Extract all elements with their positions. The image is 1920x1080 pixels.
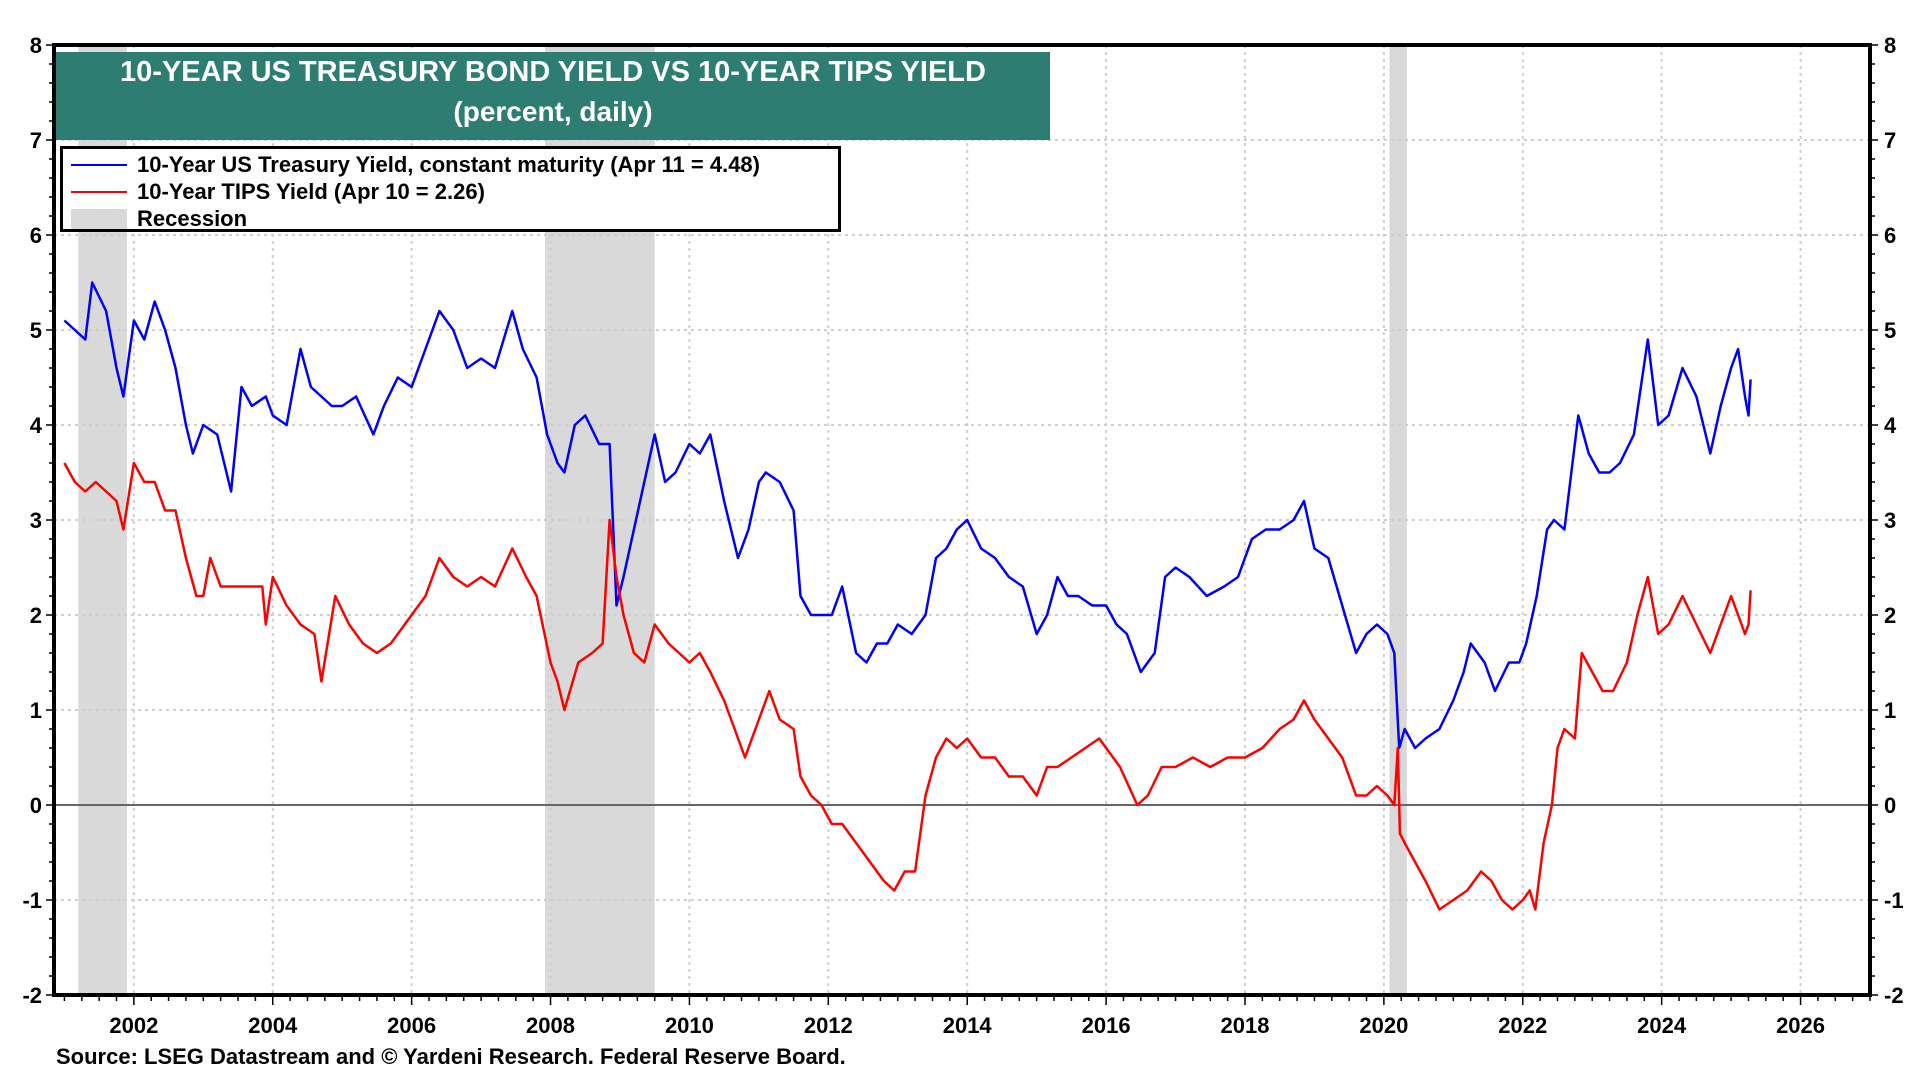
legend-item-treasury: 10-Year US Treasury Yield, constant matu… bbox=[63, 151, 838, 178]
x-tick-label: 2016 bbox=[1082, 1013, 1131, 1038]
series-line-tips bbox=[63, 461, 1752, 911]
y-tick-label-left: 4 bbox=[30, 413, 43, 438]
legend-item-tips: 10-Year TIPS Yield (Apr 10 = 2.26) bbox=[63, 178, 838, 205]
chart-subtitle: (percent, daily) bbox=[453, 96, 653, 127]
y-tick-label-left: 2 bbox=[30, 603, 42, 628]
x-tick-label: 2008 bbox=[526, 1013, 575, 1038]
x-tick-label: 2006 bbox=[387, 1013, 436, 1038]
y-tick-label-right: 5 bbox=[1884, 318, 1896, 343]
series-lines bbox=[63, 281, 1752, 911]
legend: 10-Year US Treasury Yield, constant matu… bbox=[60, 146, 841, 232]
y-tick-label-left: -2 bbox=[22, 983, 42, 1008]
chart-title-box: 10-YEAR US TREASURY BOND YIELD VS 10-YEA… bbox=[56, 52, 1050, 140]
y-tick-label-right: 6 bbox=[1884, 223, 1896, 248]
y-tick-label-right: -2 bbox=[1884, 983, 1904, 1008]
y-tick-label-right: 3 bbox=[1884, 508, 1896, 533]
x-tick-label: 2026 bbox=[1776, 1013, 1825, 1038]
y-tick-label-left: 0 bbox=[30, 793, 42, 818]
y-tick-label-left: 3 bbox=[30, 508, 42, 533]
y-tick-label-right: 1 bbox=[1884, 698, 1896, 723]
legend-swatch-tips bbox=[71, 190, 127, 193]
y-tick-label-left: 6 bbox=[30, 223, 42, 248]
legend-swatch-treasury bbox=[71, 163, 127, 166]
x-tick-label: 2020 bbox=[1359, 1013, 1408, 1038]
y-tick-label-right: 0 bbox=[1884, 793, 1896, 818]
x-tick-label: 2014 bbox=[943, 1013, 993, 1038]
series-line-treasury bbox=[63, 281, 1752, 750]
axes: -2 -2 -1 -1 0 0 1 1 2 2 3 3 4 4 5 5 6 6 7 7 8 8 2002 2004 2006 20… bbox=[22, 33, 1903, 1038]
x-tick-label: 2024 bbox=[1637, 1013, 1687, 1038]
source-note: Source: LSEG Datastream and © Yardeni Re… bbox=[56, 1044, 846, 1069]
x-tick-label: 2002 bbox=[109, 1013, 158, 1038]
legend-label-recession: Recession bbox=[137, 205, 248, 231]
legend-label-tips: 10-Year TIPS Yield (Apr 10 = 2.26) bbox=[137, 178, 485, 204]
chart-title: 10-YEAR US TREASURY BOND YIELD VS 10-YEA… bbox=[120, 56, 986, 88]
gridlines bbox=[54, 45, 1870, 995]
y-tick-label-right: 7 bbox=[1884, 128, 1896, 153]
y-tick-label-left: 7 bbox=[30, 128, 42, 153]
x-tick-label: 2018 bbox=[1221, 1013, 1270, 1038]
y-tick-label-right: 8 bbox=[1884, 33, 1896, 58]
legend-label-treasury: 10-Year US Treasury Yield, constant matu… bbox=[137, 151, 760, 177]
y-tick-label-left: 5 bbox=[30, 318, 42, 343]
x-tick-label: 2022 bbox=[1498, 1013, 1547, 1038]
x-tick-label: 2012 bbox=[804, 1013, 853, 1038]
y-tick-label-left: -1 bbox=[22, 888, 42, 913]
y-tick-label-right: 4 bbox=[1884, 413, 1897, 438]
legend-item-recession: Recession bbox=[63, 205, 838, 232]
legend-swatch-recession bbox=[71, 208, 127, 229]
y-tick-label-right: -1 bbox=[1884, 888, 1904, 913]
y-tick-label-left: 1 bbox=[30, 698, 42, 723]
x-tick-label: 2004 bbox=[248, 1013, 298, 1038]
y-tick-label-left: 8 bbox=[30, 33, 42, 58]
x-tick-label: 2010 bbox=[665, 1013, 714, 1038]
y-tick-label-right: 2 bbox=[1884, 603, 1896, 628]
